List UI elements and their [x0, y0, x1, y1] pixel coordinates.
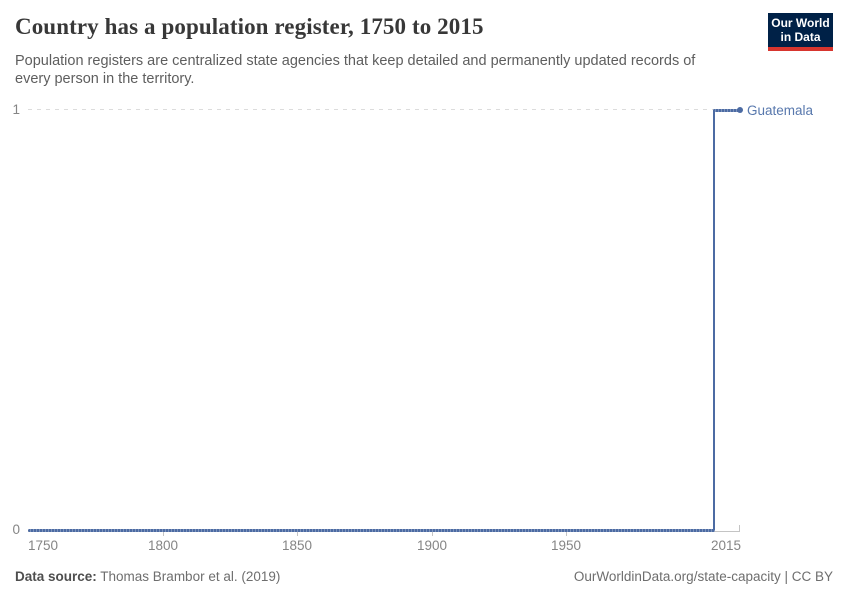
x-axis-tick-1950 — [566, 531, 567, 536]
x-axis-tick-1800 — [163, 531, 164, 536]
x-axis-line — [28, 531, 740, 532]
x-tick-label-2015: 2015 — [710, 538, 741, 553]
datasource: Data source: Thomas Brambor et al. (2019… — [15, 569, 280, 584]
attribution-link[interactable]: OurWorldinData.org/state-capacity | CC B… — [573, 569, 833, 584]
chart-title: Country has a population register, 1750 … — [15, 14, 484, 39]
x-axis-tick-1850 — [297, 531, 298, 536]
series-line-segment-step — [713, 110, 715, 530]
owid-logo-line1: Our World — [771, 15, 830, 30]
x-tick-label-1850: 1850 — [281, 538, 313, 553]
x-axis-end-tick-2015 — [739, 525, 740, 531]
chart-subtitle: Population registers are centralized sta… — [15, 53, 696, 88]
owid-logo[interactable]: Our World in Data — [768, 13, 833, 51]
x-tick-label-1800: 1800 — [147, 538, 179, 553]
series-line-segment-one — [713, 108, 741, 112]
datasource-label: Data source: — [15, 569, 97, 584]
series-label-guatemala[interactable]: Guatemala — [747, 103, 814, 118]
x-axis-tick-1900 — [432, 531, 433, 536]
series-line-segment-zero — [28, 528, 715, 532]
y-tick-label-1: 1 — [12, 102, 20, 117]
owid-logo-line2: in Data — [780, 30, 821, 44]
y-tick-label-0: 0 — [12, 522, 20, 537]
x-tick-label-1900: 1900 — [416, 538, 448, 553]
gridline-y1 — [28, 109, 741, 110]
series-endpoint-marker — [737, 107, 743, 113]
x-tick-label-1950: 1950 — [550, 538, 582, 553]
datasource-value: Thomas Brambor et al. (2019) — [96, 569, 281, 584]
x-tick-label-1750: 1750 — [28, 538, 59, 553]
